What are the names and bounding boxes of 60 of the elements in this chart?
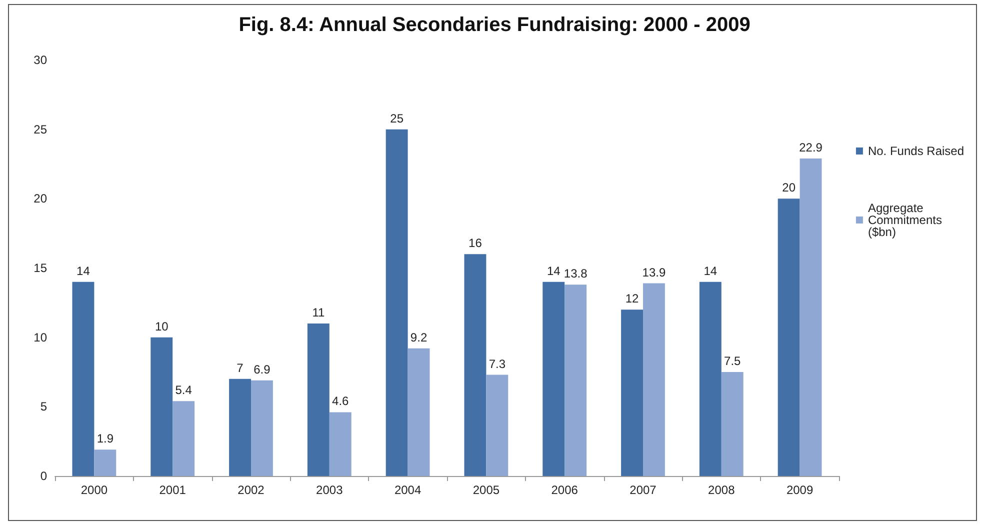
y-tick-label: 10 [34,330,48,344]
y-tick-label: 25 [34,122,48,136]
bar [386,129,408,476]
data-label: 11 [312,305,325,320]
y-tick-label: 20 [34,192,48,206]
data-label: 13.8 [564,266,588,281]
y-tick-label: 5 [40,400,48,414]
y-tick-label: 15 [34,261,48,275]
bar [408,348,430,476]
bar [329,412,352,476]
data-label: 22.9 [799,140,823,154]
bar [699,282,722,476]
x-tick-label: 2006 [551,483,578,497]
data-label: 10 [154,319,169,334]
x-tick-label: 2001 [159,483,186,497]
bar [542,282,565,476]
legend-label: No. Funds Raised [868,144,964,158]
bar [621,310,643,476]
bar [251,380,273,476]
x-tick-label: 2002 [238,483,265,497]
data-label: 14 [76,264,90,278]
bar [486,374,508,476]
y-tick-label: 0 [40,469,48,483]
bar [800,158,822,476]
x-tick-label: 2009 [786,483,814,497]
bar [564,284,587,476]
data-label: 9.2 [410,330,428,344]
data-label: 4.6 [332,394,350,408]
data-label: 25 [390,111,404,126]
data-label: 14 [704,264,718,278]
data-label: 13.9 [642,265,666,280]
bar [778,198,800,476]
legend-label: Aggregate Commitments ($bn) [868,201,946,239]
data-label: 14 [546,264,561,278]
data-label: 7.3 [488,356,506,371]
bar [150,337,173,476]
x-tick-label: 2004 [394,483,422,497]
data-label: 6.9 [254,362,271,376]
data-label: 7 [236,360,244,375]
x-tick-label: 2007 [630,483,657,497]
bar [72,282,94,476]
x-tick-label: 2000 [80,483,108,497]
data-label: 7.5 [724,354,742,368]
data-label: 5.4 [175,383,192,398]
data-label: 1.9 [96,432,114,446]
x-tick-label: 2005 [472,483,500,497]
bar [643,283,665,476]
bar [464,254,486,476]
x-tick-label: 2003 [316,483,344,497]
bar [229,378,251,476]
chart-title: Fig. 8.4: Annual Secondaries Fundraising: 2000 - 2009 [238,14,750,36]
bar [172,401,195,476]
bar [307,323,330,476]
data-label: 12 [625,292,640,306]
data-label: 16 [468,236,482,250]
x-tick-label: 2008 [708,483,736,497]
y-tick-label: 30 [34,53,48,67]
bar [721,372,744,476]
bar [94,450,116,476]
data-label: 20 [782,180,796,195]
